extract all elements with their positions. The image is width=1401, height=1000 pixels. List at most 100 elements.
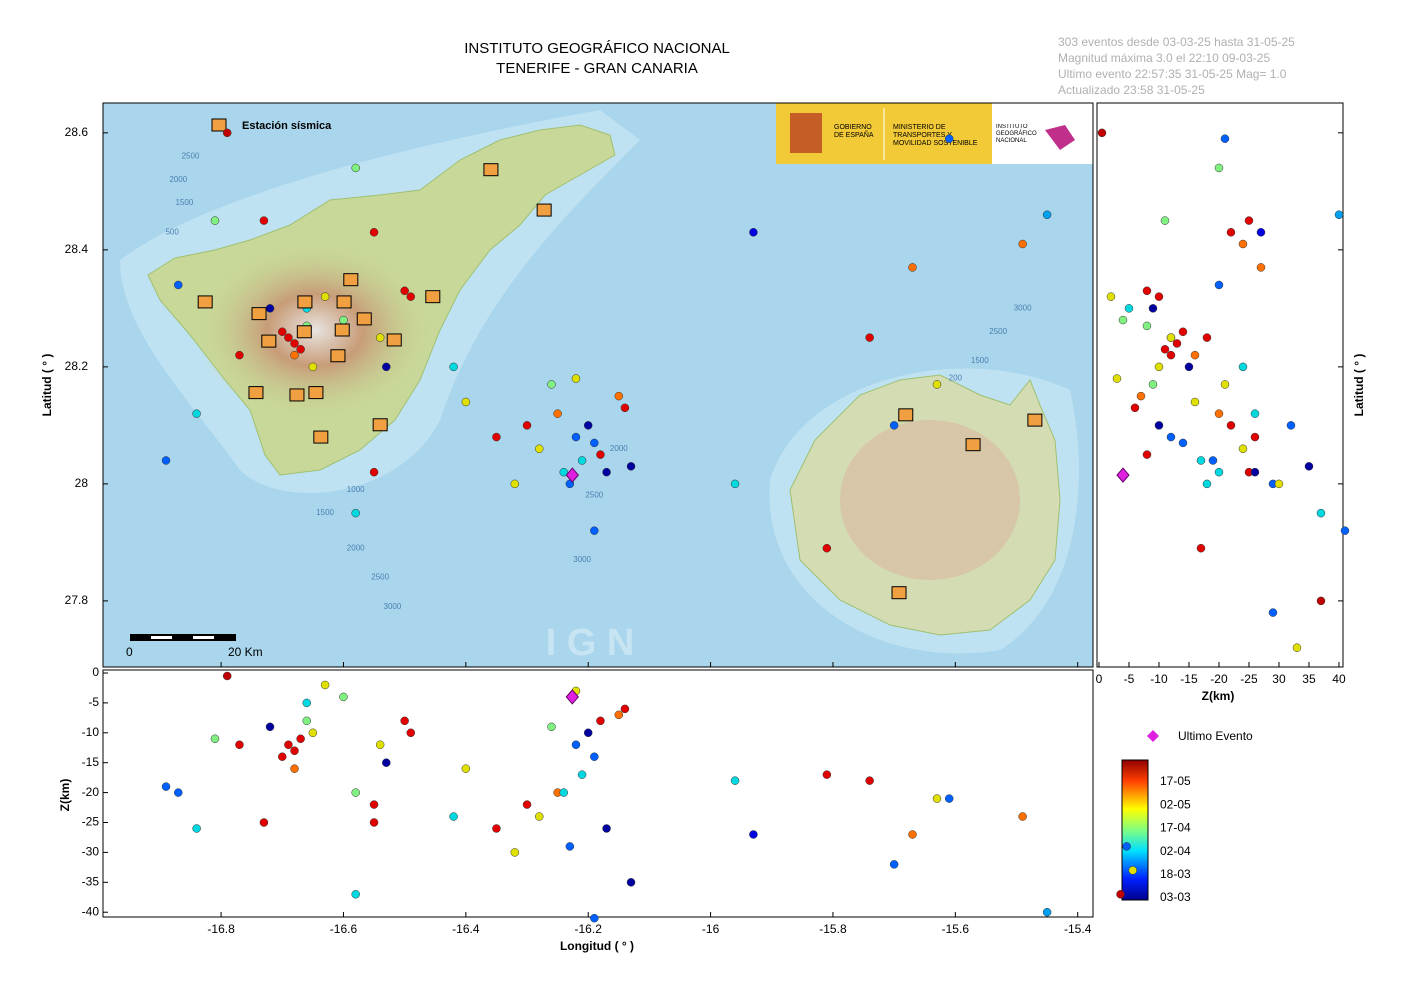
event-z: [1316, 596, 1326, 606]
event-depth: [302, 698, 312, 708]
event: [1018, 239, 1027, 249]
event-z: [1340, 526, 1350, 535]
event-depth: [369, 800, 379, 809]
event-z: [1148, 304, 1158, 313]
station: [197, 295, 213, 309]
z-panel-frame: [1096, 102, 1344, 668]
event-z: [1160, 345, 1170, 354]
event-depth: [375, 740, 385, 750]
event-depth: [583, 728, 593, 738]
logo-text: MINISTERIO DE TRANSPORTES Y MOVILIDAD SO…: [893, 124, 978, 147]
event: [192, 409, 201, 418]
event-depth: [626, 878, 636, 887]
depth-panel-frame: [102, 669, 1094, 918]
station: [248, 386, 264, 400]
x-axis-label: Longitud ( ° ): [560, 939, 634, 953]
event-z: [1112, 374, 1122, 383]
event: [492, 432, 501, 442]
event-depth: [944, 794, 954, 803]
event-depth: [908, 830, 917, 839]
contour-label: 3000: [573, 555, 591, 564]
event-depth: [577, 770, 587, 779]
event: [510, 479, 520, 489]
event-depth: [571, 740, 581, 750]
colorbar-label: 02-05: [1160, 797, 1191, 811]
x-tick-label: -16: [702, 922, 720, 936]
event-z: [1208, 456, 1218, 465]
event-depth: [265, 722, 275, 732]
event-z: [1154, 362, 1164, 372]
teide: [195, 240, 435, 420]
scale-bar-seg: [193, 636, 214, 639]
event-z: [1142, 321, 1152, 331]
event-z: [1238, 362, 1248, 372]
event-z: [1250, 432, 1260, 442]
depth-tick-label: -20: [82, 785, 100, 799]
event-depth: [351, 788, 360, 797]
info-line: Actualizado 23:58 31-05-25: [1058, 83, 1205, 97]
event-z: [1256, 263, 1266, 272]
event-depth: [351, 890, 360, 899]
contour-label: 3000: [384, 602, 402, 611]
event: [351, 163, 360, 173]
event-z: [1316, 508, 1326, 518]
depth-tick-label: -15: [82, 755, 100, 769]
depth-tick-label: -30: [82, 845, 100, 859]
station: [296, 325, 312, 339]
event: [547, 380, 556, 389]
station: [308, 386, 324, 400]
coat-of-arms: [790, 113, 822, 153]
station: [536, 203, 552, 217]
station: [251, 307, 267, 321]
map-background: GOBIERNO DE ESPAÑA MINISTERIO DE TRANSPO…: [103, 103, 1093, 667]
event: [222, 128, 232, 138]
event: [375, 333, 385, 342]
event-depth: [259, 818, 269, 827]
event-depth: [547, 722, 556, 732]
event-depth: [865, 776, 874, 785]
watermark: I G N: [546, 622, 635, 664]
colorbar-label: 17-04: [1160, 821, 1191, 835]
contour-label: 1500: [971, 356, 989, 365]
x-tick-label: -16.6: [330, 922, 358, 936]
depth-tick-label: 0: [92, 665, 99, 679]
x-tick-label: -16.4: [452, 922, 480, 936]
events: [161, 128, 1350, 923]
event: [235, 350, 244, 360]
event: [265, 304, 275, 313]
y-tick-label: 28: [75, 476, 89, 490]
event-z: [1154, 421, 1164, 430]
event-depth: [822, 770, 832, 779]
event-z: [1190, 350, 1200, 360]
map-frame: [102, 102, 1094, 668]
event: [583, 421, 593, 430]
event-depth: [590, 913, 599, 923]
event: [369, 467, 379, 477]
station: [336, 295, 352, 309]
event-z: [1166, 350, 1176, 360]
event: [210, 216, 220, 225]
event-depth: [406, 728, 416, 738]
event-z: [1178, 327, 1188, 337]
event-z: [1172, 339, 1182, 348]
event-depth: [284, 740, 293, 750]
info-line: 303 eventos desde 03-03-25 hasta 31-05-2…: [1058, 35, 1295, 49]
event: [614, 391, 624, 401]
event-z: [1274, 479, 1284, 489]
contour-label: 500: [165, 227, 179, 236]
event: [406, 292, 416, 301]
depth-axis-label: Z(km): [58, 779, 72, 812]
depth-tick-label: -5: [88, 695, 99, 709]
contour-label: 1000: [347, 485, 365, 494]
event-depth: [339, 692, 348, 702]
event: [865, 333, 874, 342]
event-depth: [210, 734, 220, 744]
event-z: [1214, 280, 1224, 290]
event-z: [1250, 409, 1260, 418]
station: [483, 163, 499, 177]
event-z: [1148, 380, 1158, 389]
colorbar-label: 03-03: [1160, 890, 1191, 904]
event-z: [1292, 643, 1302, 652]
logo-text: GOBIERNO DE ESPAÑA: [834, 124, 874, 139]
